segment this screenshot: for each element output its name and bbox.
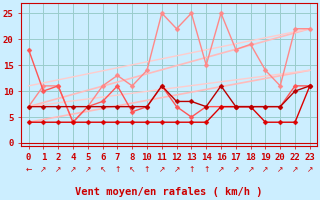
Text: ↑: ↑ xyxy=(188,165,195,174)
Text: ↗: ↗ xyxy=(247,165,254,174)
Text: ↖: ↖ xyxy=(129,165,135,174)
Text: ←: ← xyxy=(25,165,32,174)
Text: ↗: ↗ xyxy=(262,165,268,174)
Text: ↗: ↗ xyxy=(84,165,91,174)
Text: ↗: ↗ xyxy=(218,165,224,174)
Text: ↖: ↖ xyxy=(100,165,106,174)
Text: ↗: ↗ xyxy=(70,165,76,174)
Text: ↗: ↗ xyxy=(40,165,46,174)
Text: ↗: ↗ xyxy=(307,165,313,174)
Text: ↑: ↑ xyxy=(144,165,150,174)
X-axis label: Vent moyen/en rafales ( km/h ): Vent moyen/en rafales ( km/h ) xyxy=(76,187,263,197)
Text: ↗: ↗ xyxy=(159,165,165,174)
Text: ↗: ↗ xyxy=(292,165,298,174)
Text: ↗: ↗ xyxy=(173,165,180,174)
Text: ↑: ↑ xyxy=(203,165,209,174)
Text: ↗: ↗ xyxy=(55,165,61,174)
Text: ↑: ↑ xyxy=(114,165,121,174)
Text: ↗: ↗ xyxy=(233,165,239,174)
Text: ↗: ↗ xyxy=(277,165,284,174)
